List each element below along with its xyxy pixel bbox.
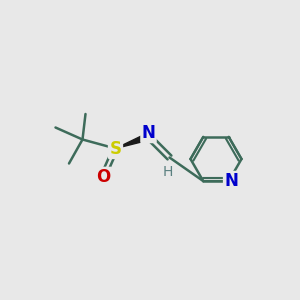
Text: H: H [163, 166, 173, 179]
Text: N: N [224, 172, 238, 190]
Text: O: O [96, 168, 111, 186]
Text: N: N [142, 124, 155, 142]
Polygon shape [116, 133, 150, 148]
Text: S: S [110, 140, 122, 158]
